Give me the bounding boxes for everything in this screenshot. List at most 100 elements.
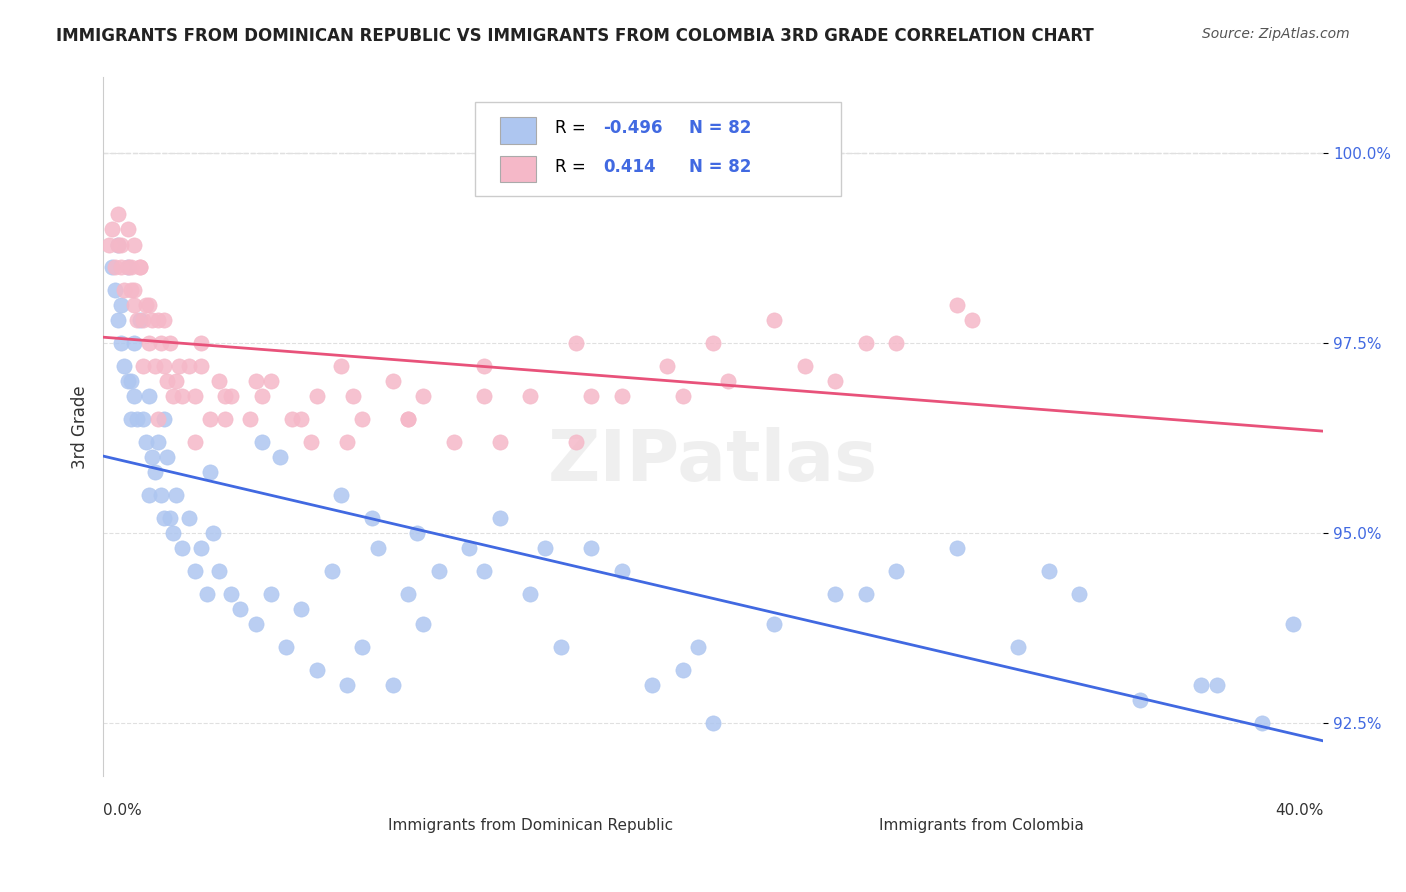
Text: ZIPatlas: ZIPatlas (548, 427, 879, 496)
Point (290, 412, 312, 426)
Point (229, 602, 252, 616)
Point (190, 336, 212, 351)
Point (396, 587, 419, 601)
Point (412, 617, 434, 632)
Point (120, 374, 142, 388)
Point (702, 716, 724, 731)
Point (884, 564, 907, 578)
Point (107, 237, 129, 252)
Point (117, 374, 139, 388)
Text: 0.414: 0.414 (603, 158, 657, 176)
Text: N = 82: N = 82 (689, 120, 751, 137)
Point (381, 678, 404, 692)
Point (367, 541, 389, 556)
Point (183, 435, 205, 450)
Point (474, 389, 496, 403)
Point (146, 435, 169, 450)
Point (443, 435, 465, 450)
Point (219, 389, 242, 403)
Point (169, 359, 191, 373)
Point (260, 374, 283, 388)
Point (132, 412, 155, 426)
Point (412, 389, 434, 403)
Point (855, 587, 877, 601)
Point (519, 389, 541, 403)
Point (290, 602, 312, 616)
Point (183, 389, 205, 403)
Point (172, 541, 194, 556)
Point (214, 389, 236, 403)
Point (884, 336, 907, 351)
Point (336, 435, 359, 450)
Point (219, 587, 242, 601)
FancyBboxPatch shape (475, 102, 841, 196)
Point (177, 511, 200, 525)
Point (120, 260, 142, 275)
Point (190, 359, 212, 373)
Point (406, 526, 429, 541)
Point (565, 336, 588, 351)
Point (245, 617, 267, 632)
Point (153, 359, 176, 373)
Point (352, 412, 374, 426)
Point (125, 313, 148, 327)
Point (1129, 693, 1152, 707)
Point (110, 237, 132, 252)
Point (135, 435, 157, 450)
Point (162, 526, 184, 541)
Point (565, 435, 588, 450)
Point (122, 283, 145, 297)
Point (117, 260, 139, 275)
Point (458, 541, 481, 556)
Text: R =: R = (554, 158, 585, 176)
Point (946, 298, 969, 312)
Point (276, 640, 298, 654)
Point (101, 222, 124, 236)
Point (330, 488, 353, 502)
Point (427, 564, 450, 578)
Point (159, 336, 181, 351)
Point (122, 336, 145, 351)
Point (107, 207, 129, 221)
Point (190, 541, 212, 556)
Point (717, 374, 740, 388)
Point (474, 359, 496, 373)
Point (101, 260, 124, 275)
Text: IMMIGRANTS FROM DOMINICAN REPUBLIC VS IMMIGRANTS FROM COLOMBIA 3RD GRADE CORRELA: IMMIGRANTS FROM DOMINICAN REPUBLIC VS IM… (56, 27, 1094, 45)
Point (1038, 564, 1060, 578)
Point (98, 237, 121, 252)
Point (138, 298, 160, 312)
Point (281, 412, 304, 426)
Point (128, 260, 150, 275)
Point (672, 389, 695, 403)
Text: Source: ZipAtlas.com: Source: ZipAtlas.com (1202, 27, 1350, 41)
Point (146, 412, 169, 426)
Point (120, 283, 142, 297)
Point (132, 313, 155, 327)
Point (305, 663, 328, 677)
Point (128, 260, 150, 275)
Point (135, 298, 157, 312)
Point (165, 374, 187, 388)
Point (686, 640, 709, 654)
Point (107, 237, 129, 252)
Point (172, 389, 194, 403)
Point (110, 260, 132, 275)
Point (396, 412, 419, 426)
Point (1205, 678, 1227, 692)
Point (120, 412, 142, 426)
Point (305, 389, 328, 403)
Point (269, 450, 291, 465)
Point (114, 283, 136, 297)
Point (336, 678, 359, 692)
Point (165, 488, 187, 502)
Point (214, 412, 236, 426)
Text: -0.496: -0.496 (603, 120, 662, 137)
Point (146, 313, 169, 327)
Point (299, 435, 322, 450)
Point (208, 564, 231, 578)
Point (132, 359, 155, 373)
Point (177, 359, 200, 373)
Point (474, 564, 496, 578)
Point (330, 359, 353, 373)
